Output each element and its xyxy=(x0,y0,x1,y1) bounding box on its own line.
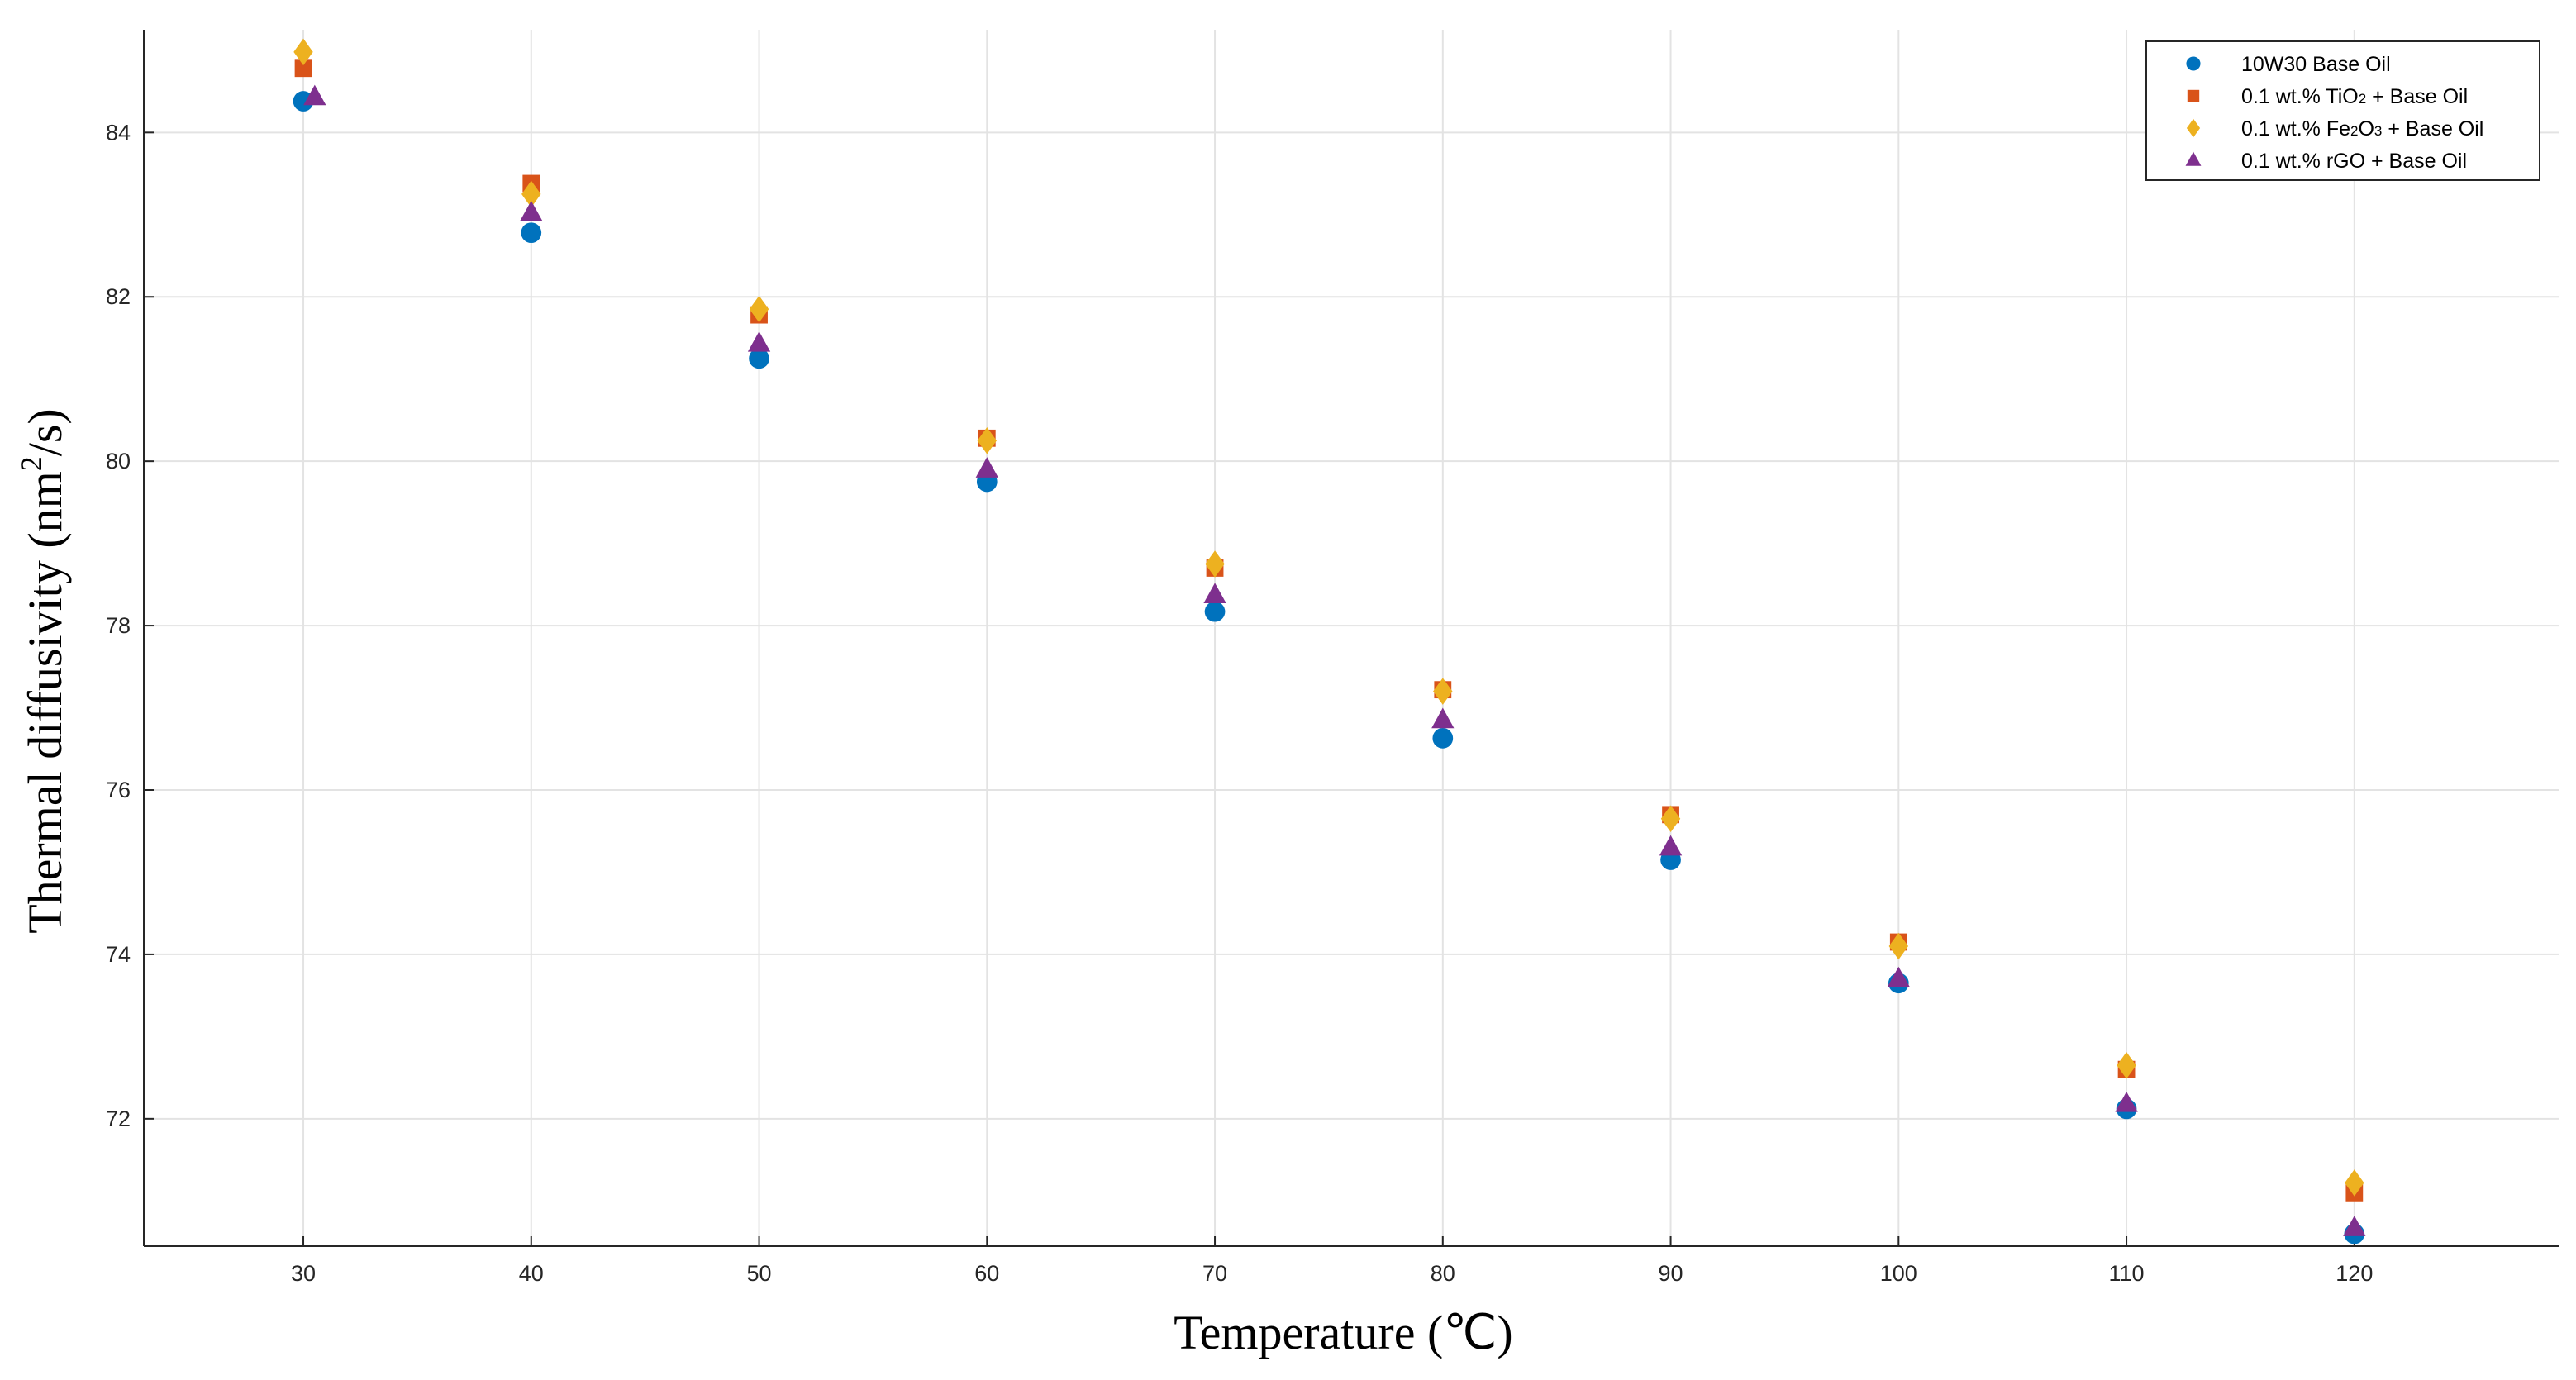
data-point-rgo xyxy=(1431,707,1455,729)
y-tick-label: 78 xyxy=(106,613,131,638)
y-axis-label-main: Thermal diffusivity (nm xyxy=(18,471,72,934)
x-tick-label: 90 xyxy=(1659,1261,1683,1286)
y-tick-label: 84 xyxy=(106,120,131,145)
legend-marker-fe2o3 xyxy=(2186,118,2201,138)
data-point-fe2o3 xyxy=(749,295,769,323)
x-tick-label: 120 xyxy=(2336,1261,2373,1286)
data-point-rgo xyxy=(975,457,998,478)
y-axis-label-superscript: 2 xyxy=(15,456,48,471)
x-tick-label: 30 xyxy=(291,1261,316,1286)
x-tick-label: 60 xyxy=(974,1261,999,1286)
series-tio2 xyxy=(294,59,2364,1202)
x-tick-label: 50 xyxy=(747,1261,772,1286)
legend-text-part: 0.1 wt.% Fe xyxy=(2241,117,2350,140)
data-point-base-oil xyxy=(1204,601,1226,622)
data-point-base-oil xyxy=(1432,727,1454,749)
data-point-rgo xyxy=(303,84,326,106)
series-rgo xyxy=(303,84,2366,1236)
x-tick-label: 70 xyxy=(1202,1261,1227,1286)
grid xyxy=(144,30,2559,1246)
y-tick-label: 82 xyxy=(106,284,131,309)
data-point-fe2o3 xyxy=(293,38,313,66)
y-tick-label: 76 xyxy=(106,778,131,802)
x-axis-label: Temperature (℃) xyxy=(1174,1306,1512,1359)
data-points xyxy=(293,38,2366,1244)
legend-item-tio2: 0.1 wt.% TiO2 + Base Oil xyxy=(2187,85,2468,108)
legend-marker-base-oil xyxy=(2186,56,2201,71)
data-point-fe2o3 xyxy=(1660,805,1681,833)
y-tick-label: 80 xyxy=(106,449,131,473)
data-point-rgo xyxy=(520,200,543,221)
data-point-base-oil xyxy=(749,348,769,369)
y-tick-label: 72 xyxy=(106,1106,131,1131)
data-point-fe2o3 xyxy=(977,427,997,454)
data-point-fe2o3 xyxy=(1205,550,1225,578)
legend-subscript: 2 xyxy=(2350,123,2358,139)
legend-text-part: + Base Oil xyxy=(2366,85,2468,108)
x-tick-label: 110 xyxy=(2109,1261,2145,1286)
legend-text-part: 0.1 wt.% rGO + Base Oil xyxy=(2241,150,2467,173)
legend-label-fe2o3: 0.1 wt.% Fe2O3 + Base Oil xyxy=(2241,117,2483,140)
legend-subscript: 3 xyxy=(2374,123,2382,139)
legend-item-base-oil: 10W30 Base Oil xyxy=(2186,53,2391,76)
data-point-rgo xyxy=(1203,583,1226,604)
data-point-rgo xyxy=(1887,966,1910,987)
data-point-base-oil xyxy=(521,222,542,244)
axes xyxy=(143,30,2559,1247)
data-point-tio2 xyxy=(294,59,312,78)
data-point-rgo xyxy=(2115,1091,2138,1112)
legend-marker-rgo xyxy=(2185,151,2202,166)
legend-marker-tio2 xyxy=(2187,89,2200,102)
legend-label-rgo: 0.1 wt.% rGO + Base Oil xyxy=(2241,150,2467,173)
y-tick-label: 74 xyxy=(106,942,131,967)
data-point-fe2o3 xyxy=(521,180,541,208)
series-fe2o3 xyxy=(293,38,2364,1197)
legend-label-tio2: 0.1 wt.% TiO2 + Base Oil xyxy=(2241,85,2468,108)
legend-subscript: 2 xyxy=(2359,91,2366,107)
data-point-rgo xyxy=(747,331,771,352)
x-tick-label: 80 xyxy=(1431,1261,1455,1286)
data-point-fe2o3 xyxy=(2117,1051,2136,1079)
legend-text-part: O xyxy=(2358,117,2374,140)
y-axis-label-unit: /s) xyxy=(18,408,72,456)
tick-labels: 30 40 50 60 70 80 90 100 110 120 72 74 76 78 80 82 84 xyxy=(106,120,2373,1286)
legend-label-base-oil: 10W30 Base Oil xyxy=(2241,53,2391,76)
legend-item-rgo: 0.1 wt.% rGO + Base Oil xyxy=(2185,150,2467,173)
x-tick-label: 40 xyxy=(519,1261,544,1286)
data-point-fe2o3 xyxy=(1433,678,1453,705)
data-point-rgo xyxy=(1659,835,1683,856)
data-point-fe2o3 xyxy=(1888,932,1909,960)
data-point-fe2o3 xyxy=(2345,1169,2364,1197)
legend-text-part: 0.1 wt.% TiO xyxy=(2241,85,2359,108)
series-base-oil xyxy=(293,91,2365,1244)
x-tick-label: 100 xyxy=(1880,1261,1917,1286)
legend-text-part: 10W30 Base Oil xyxy=(2241,53,2391,76)
y-axis-label: Thermal diffusivity (nm2/s) xyxy=(15,408,72,934)
legend-text-part: + Base Oil xyxy=(2382,117,2483,140)
data-point-base-oil xyxy=(293,91,314,112)
data-point-rgo xyxy=(2343,1216,2366,1236)
legend-item-fe2o3: 0.1 wt.% Fe2O3 + Base Oil xyxy=(2186,117,2483,140)
legend-box xyxy=(2145,40,2540,181)
